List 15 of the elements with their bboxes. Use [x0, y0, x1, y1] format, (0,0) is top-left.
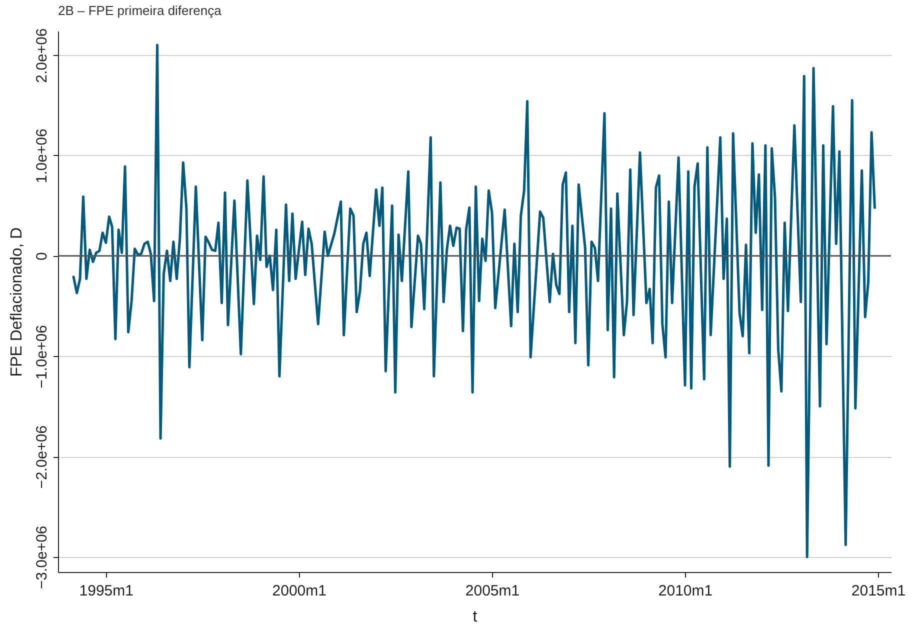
- x-tick-label: 2010m1: [658, 582, 713, 600]
- x-tick-label: 2005m1: [465, 582, 520, 600]
- y-tick-label: −1.0e+06: [34, 325, 50, 388]
- y-tick-label: 0: [34, 252, 50, 261]
- x-tick-label: 2015m1: [851, 582, 906, 600]
- chart-title: 2B – FPE primeira diferença: [58, 2, 222, 18]
- y-tick-label: 2.0e+06: [34, 28, 50, 83]
- y-tick-label: −3.0e+06: [34, 526, 50, 590]
- x-tick-label: 2000m1: [272, 582, 326, 600]
- x-tick-label: 1995m1: [79, 582, 134, 600]
- y-tick-label: 1.0e+06: [34, 128, 50, 184]
- y-tick-label: −2.0e+06: [34, 425, 50, 489]
- line-series: [72, 44, 876, 558]
- x-axis-title: t: [472, 608, 478, 626]
- y-axis-title: FPE Deflacionado, D: [8, 227, 26, 377]
